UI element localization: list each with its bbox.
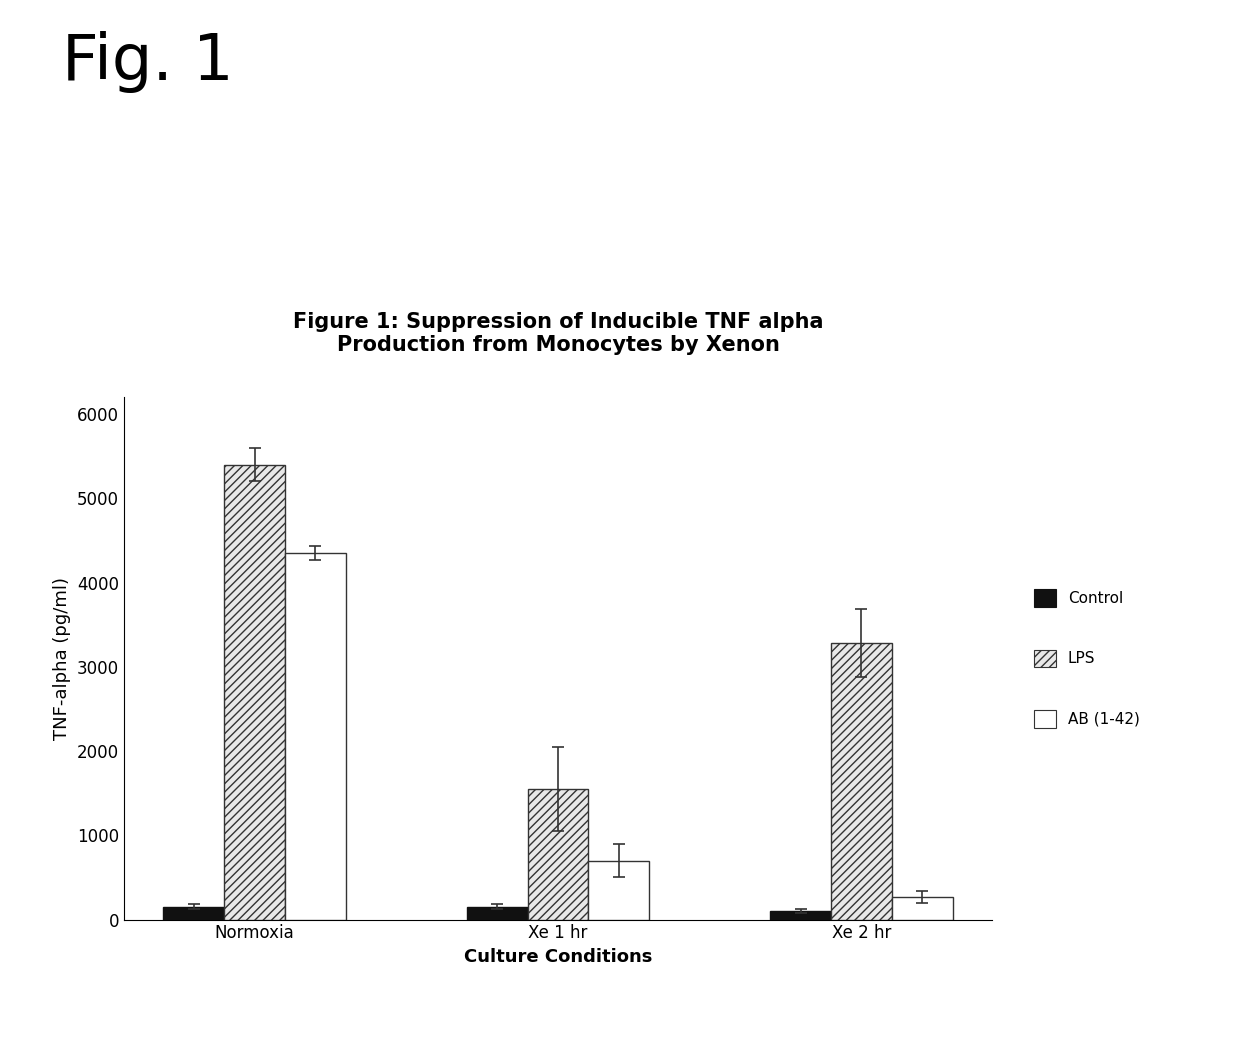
Bar [467, 907, 528, 920]
Bar [224, 465, 285, 920]
Legend: Control, LPS, AB (1-42): Control, LPS, AB (1-42) [1034, 589, 1140, 727]
Bar [892, 897, 952, 920]
Text: Fig. 1: Fig. 1 [62, 31, 233, 93]
Y-axis label: TNF-alpha (pg/ml): TNF-alpha (pg/ml) [53, 577, 72, 740]
X-axis label: Culture Conditions: Culture Conditions [464, 948, 652, 966]
Bar [831, 643, 892, 920]
Bar [164, 907, 224, 920]
Bar [285, 553, 346, 920]
Text: Figure 1: Suppression of Inducible TNF alpha
Production from Monocytes by Xenon: Figure 1: Suppression of Inducible TNF a… [293, 312, 823, 355]
Bar [588, 861, 649, 920]
Bar [770, 911, 831, 920]
Bar [528, 789, 588, 920]
